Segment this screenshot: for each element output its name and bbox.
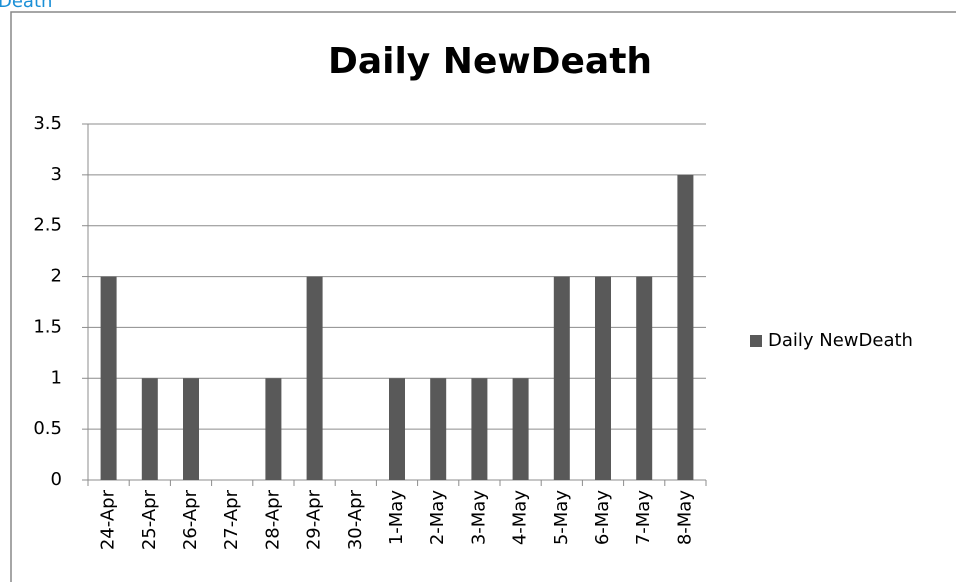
x-tick-label: 27-Apr	[221, 489, 242, 550]
bar	[389, 378, 405, 480]
y-tick-label: 1.5	[33, 316, 62, 337]
page-label: Death	[0, 0, 52, 12]
bar	[553, 276, 570, 480]
bar	[265, 378, 282, 480]
bar	[141, 378, 158, 480]
bar	[677, 174, 694, 480]
bar	[183, 378, 199, 480]
bar	[430, 378, 447, 480]
bar	[595, 276, 611, 480]
x-tick-label: 30-Apr	[345, 489, 366, 550]
bar	[636, 276, 653, 480]
x-tick-label: 24-Apr	[98, 489, 119, 550]
x-tick-label: 5-May	[551, 490, 572, 546]
x-tick-label: 3-May	[468, 490, 489, 546]
y-tick-label: 1	[51, 367, 62, 388]
chart-frame	[10, 11, 956, 582]
x-tick-label: 7-May	[633, 490, 654, 546]
y-tick-label: 0	[51, 469, 62, 490]
bar	[306, 276, 323, 480]
bar	[100, 276, 117, 480]
y-tick-label: 2.5	[33, 215, 62, 236]
bar	[471, 378, 488, 480]
bar	[512, 378, 529, 480]
y-tick-label: 3.5	[33, 113, 62, 134]
x-tick-label: 6-May	[592, 490, 613, 546]
y-tick-label: 2	[51, 266, 62, 287]
y-tick-label: 3	[51, 164, 62, 185]
x-tick-label: 1-May	[386, 490, 407, 546]
x-tick-label: 2-May	[427, 490, 448, 546]
x-tick-label: 28-Apr	[262, 489, 283, 550]
x-tick-label: 25-Apr	[139, 489, 160, 550]
x-tick-label: 8-May	[674, 490, 695, 546]
x-tick-label: 26-Apr	[180, 489, 201, 550]
y-tick-label: 0.5	[33, 418, 62, 439]
legend-swatch	[750, 335, 762, 347]
chart-title: Daily NewDeath	[328, 41, 652, 82]
x-tick-label: 29-Apr	[304, 489, 325, 550]
legend-label: Daily NewDeath	[768, 330, 913, 351]
x-tick-label: 4-May	[510, 490, 531, 546]
